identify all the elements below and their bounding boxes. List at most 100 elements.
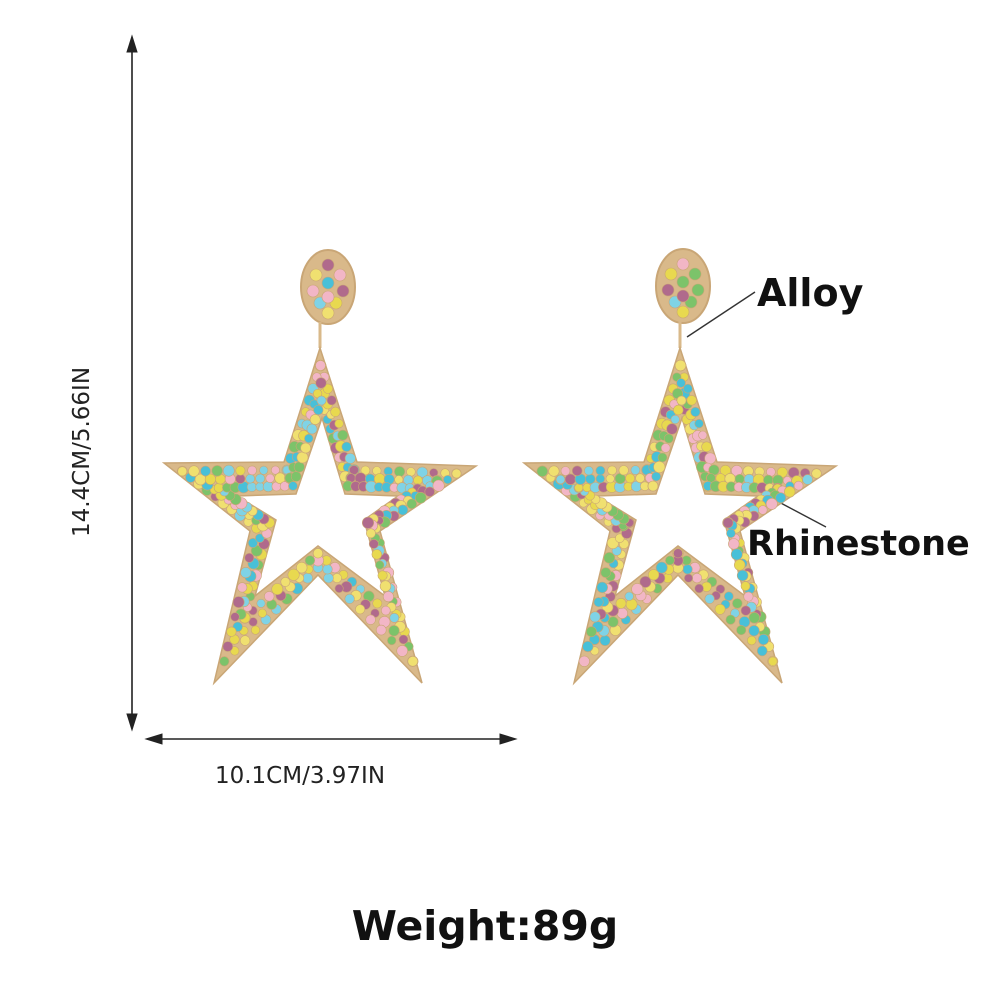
rhinestone xyxy=(322,564,333,575)
rhinestone xyxy=(595,474,605,484)
rhinestone xyxy=(306,423,318,435)
rhinestone xyxy=(600,567,612,578)
rhinestone xyxy=(416,466,428,478)
rhinestone xyxy=(676,395,687,406)
rhinestone xyxy=(388,625,400,637)
left-earring xyxy=(161,249,479,686)
right-earring-rhinestones xyxy=(536,257,822,667)
rhinestone xyxy=(688,267,702,281)
alloy-callout-label: Alloy xyxy=(757,271,864,315)
rhinestone xyxy=(365,528,376,539)
rhinestone xyxy=(321,276,335,290)
rhinestone xyxy=(382,591,394,603)
rhinestone xyxy=(726,528,736,538)
rhinestone xyxy=(635,473,645,484)
rhinestone xyxy=(728,538,740,550)
rhinestone xyxy=(653,460,666,473)
rhinestone xyxy=(177,466,188,477)
rhinestone xyxy=(618,465,629,476)
rhinestone xyxy=(443,475,453,485)
rhinestone xyxy=(341,441,352,452)
rhinestone xyxy=(387,635,397,646)
rhinestone xyxy=(630,465,641,475)
rhinestone xyxy=(321,306,335,320)
height-label: 14.4CM/5.66IN xyxy=(69,366,95,538)
rhinestone xyxy=(660,443,671,453)
rhinestone xyxy=(246,481,257,492)
rhinestone xyxy=(407,655,419,667)
rhinestone xyxy=(574,483,584,493)
rhinestone xyxy=(200,465,211,477)
rhinestone xyxy=(589,611,601,623)
rhinestone xyxy=(375,624,387,636)
rhinestone xyxy=(651,471,662,482)
rhinestone xyxy=(578,655,590,667)
rhinestone xyxy=(582,640,594,653)
rhinestone xyxy=(398,634,409,645)
rhinestone xyxy=(639,576,652,588)
rhinestone xyxy=(397,504,409,516)
rhinestone xyxy=(300,442,312,454)
rhinestone xyxy=(247,465,257,476)
rhinestone xyxy=(313,404,324,416)
rhinestone xyxy=(219,656,230,667)
rhinestone xyxy=(432,479,445,492)
rhinestone xyxy=(372,598,383,609)
rhinestone xyxy=(315,377,327,389)
rhinestone xyxy=(714,603,726,615)
rhinestone xyxy=(344,593,355,605)
rhinestone xyxy=(232,596,245,608)
rhinestone xyxy=(624,591,634,601)
rhinestone xyxy=(287,568,300,581)
rhinestone xyxy=(655,561,668,574)
rhinestone xyxy=(239,635,251,646)
rhinestone xyxy=(380,605,391,616)
rhinestone xyxy=(316,395,327,406)
rhinestone xyxy=(312,548,324,559)
rhinestone xyxy=(255,533,265,543)
rhinestone xyxy=(309,414,321,425)
rhinestone xyxy=(296,561,308,574)
rhinestone xyxy=(715,584,726,594)
rhinestone xyxy=(732,598,743,609)
rhinestone xyxy=(349,465,359,475)
rhinestone xyxy=(271,583,284,595)
rhinestone xyxy=(371,549,382,560)
rhinestone xyxy=(375,560,385,570)
rhinestone xyxy=(722,517,734,529)
rhinestone xyxy=(682,564,693,575)
rhinestone xyxy=(723,591,734,602)
rhinestone xyxy=(270,465,280,475)
rhinestone xyxy=(188,465,200,477)
rhinestone xyxy=(222,641,234,652)
rhinestone xyxy=(593,597,604,608)
rhinestone xyxy=(451,468,462,479)
rhinestone xyxy=(255,473,266,484)
rhinestone xyxy=(694,419,704,429)
rhinestone xyxy=(768,656,778,666)
rhinestone xyxy=(240,566,252,579)
rhinestone xyxy=(368,539,379,549)
rhinestone xyxy=(694,583,704,594)
rhinestone xyxy=(344,452,356,464)
rhinestone xyxy=(330,406,341,418)
rhinestone xyxy=(607,465,617,476)
rhinestone xyxy=(811,468,822,479)
rhinestone xyxy=(725,614,736,625)
rhinestone xyxy=(306,284,320,298)
rhinestone xyxy=(337,429,349,441)
rhinestone xyxy=(257,608,267,618)
rhinestone xyxy=(309,268,323,282)
rhinestone xyxy=(213,482,224,493)
rhinestone-callout-label: Rhinestone xyxy=(747,524,970,564)
rhinestone xyxy=(756,645,768,657)
width-label: 10.1CM/3.97IN xyxy=(214,763,386,789)
rhinestone xyxy=(666,423,678,435)
rhinestone xyxy=(730,548,743,561)
rhinestone xyxy=(222,464,235,477)
rhinestone xyxy=(719,464,731,476)
rhinestone xyxy=(701,441,712,453)
rhinestone xyxy=(740,605,751,616)
rhinestone xyxy=(686,395,697,406)
rhinestone xyxy=(321,258,335,272)
